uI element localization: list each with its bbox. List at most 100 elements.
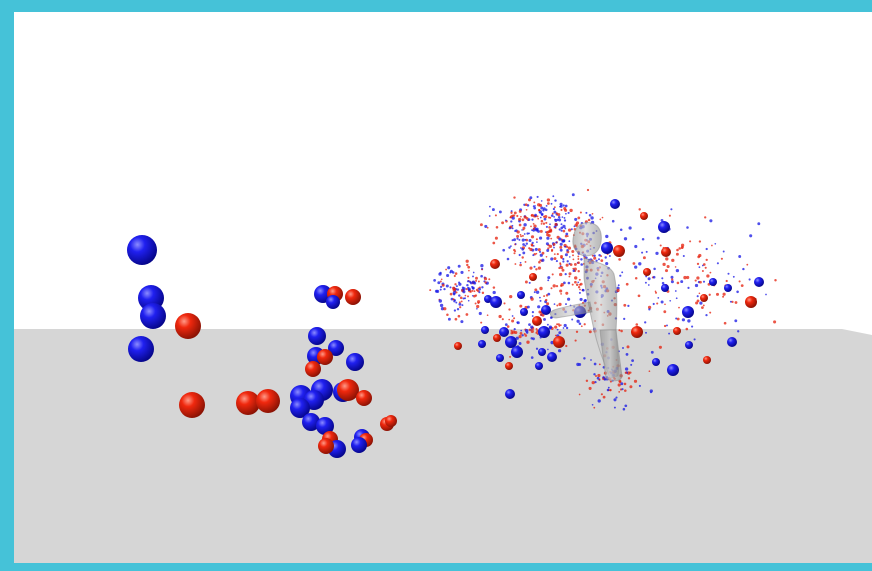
cloud-point xyxy=(647,277,651,281)
cloud-point xyxy=(623,237,628,241)
cloud-sphere xyxy=(490,259,500,269)
cloud-point xyxy=(550,214,554,217)
cloud-point xyxy=(559,289,563,293)
cloud-point xyxy=(514,243,517,245)
cloud-point xyxy=(655,251,659,256)
cloud-point xyxy=(671,258,675,263)
sphere xyxy=(318,438,334,454)
cloud-point xyxy=(555,260,558,263)
cloud-sphere xyxy=(496,354,504,362)
cloud-point xyxy=(675,252,679,256)
cloud-point xyxy=(554,334,557,337)
cloud-sphere xyxy=(727,337,737,347)
cloud-point xyxy=(637,294,641,298)
cloud-point xyxy=(486,314,489,317)
cloud-point xyxy=(626,345,630,349)
cloud-sphere xyxy=(481,326,489,334)
cloud-point xyxy=(543,217,547,221)
cloud-point xyxy=(635,323,639,326)
cloud-point xyxy=(455,291,458,294)
cloud-point xyxy=(641,237,645,241)
cloud-sphere xyxy=(613,245,625,257)
cloud-point xyxy=(539,229,543,233)
cloud-point xyxy=(519,263,522,267)
cloud-point xyxy=(524,203,528,207)
cloud-point xyxy=(746,263,749,266)
cloud-sphere xyxy=(532,316,542,326)
cloud-point xyxy=(564,208,568,212)
cloud-point xyxy=(460,320,464,324)
cloud-point xyxy=(670,280,674,284)
cloud-sphere xyxy=(643,268,651,276)
cloud-point xyxy=(528,239,532,242)
cloud-point xyxy=(624,389,627,392)
cloud-point xyxy=(674,290,677,292)
cloud-point xyxy=(554,199,557,202)
cloud-point xyxy=(453,300,456,303)
cloud-point xyxy=(508,246,511,249)
cloud-sphere xyxy=(640,212,648,220)
cloud-point xyxy=(550,340,554,345)
cloud-point xyxy=(580,258,583,261)
cloud-point xyxy=(550,248,554,252)
cloud-point xyxy=(578,393,581,396)
cloud-point xyxy=(565,212,567,215)
cloud-point xyxy=(608,255,611,257)
cloud-point xyxy=(620,329,623,333)
cloud-point xyxy=(501,221,505,225)
cloud-point xyxy=(478,291,481,294)
cloud-point xyxy=(714,242,717,245)
cloud-point xyxy=(553,216,555,218)
cloud-sphere xyxy=(703,356,711,364)
cloud-sphere xyxy=(505,389,515,399)
cloud-point xyxy=(616,288,620,293)
cloud-point xyxy=(559,245,563,249)
cloud-point xyxy=(513,248,516,252)
cloud-point xyxy=(553,257,557,261)
cloud-point xyxy=(618,391,621,393)
sphere xyxy=(326,295,340,309)
sphere xyxy=(317,349,333,365)
cloud-point xyxy=(565,245,569,249)
cloud-sphere xyxy=(661,284,669,292)
cloud-point xyxy=(467,287,471,291)
cloud-point xyxy=(716,262,719,265)
cloud-point xyxy=(511,224,514,227)
cloud-point xyxy=(629,371,632,374)
cloud-point xyxy=(458,302,462,306)
figure-head xyxy=(572,221,602,257)
cloud-point xyxy=(564,227,567,230)
cloud-point xyxy=(676,281,680,285)
cloud-point xyxy=(481,291,485,295)
cloud-point xyxy=(527,218,531,221)
cloud-point xyxy=(549,216,552,219)
cloud-point xyxy=(556,253,559,256)
cloud-point xyxy=(571,283,574,286)
cloud-point xyxy=(560,255,563,258)
cloud-sphere xyxy=(538,326,550,338)
cloud-point xyxy=(654,291,658,294)
sphere xyxy=(308,327,326,345)
cloud-point xyxy=(539,253,543,257)
cloud-point xyxy=(698,266,701,269)
cloud-point xyxy=(709,219,713,223)
cloud-point xyxy=(520,235,523,238)
cloud-point xyxy=(749,234,753,238)
cloud-point xyxy=(540,200,543,202)
cloud-point xyxy=(544,208,548,212)
cloud-point xyxy=(585,379,589,382)
cloud-point xyxy=(546,302,550,306)
cloud-point xyxy=(509,216,512,219)
cloud-point xyxy=(471,294,474,297)
cloud-point xyxy=(574,276,578,280)
cloud-point xyxy=(591,403,594,406)
cloud-point xyxy=(577,270,580,273)
cloud-point xyxy=(680,280,684,284)
cloud-point xyxy=(545,225,548,228)
cloud-point xyxy=(558,237,562,241)
cloud-sphere xyxy=(661,247,671,257)
cloud-point xyxy=(539,286,543,291)
cloud-point xyxy=(722,295,725,298)
cloud-point xyxy=(446,273,450,278)
